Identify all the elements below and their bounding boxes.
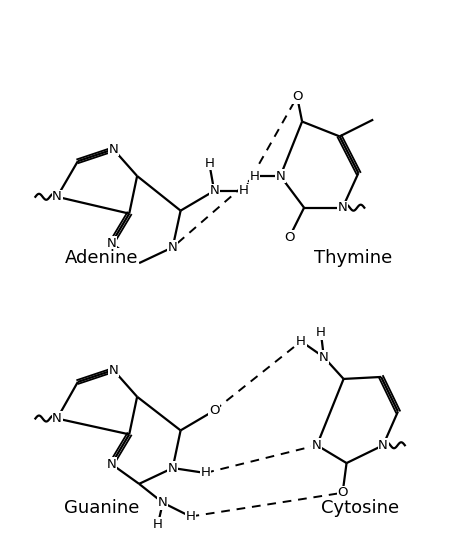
Text: Cytosine: Cytosine <box>322 498 399 517</box>
Text: H: H <box>153 518 163 531</box>
Text: Thymine: Thymine <box>314 249 393 267</box>
Text: H: H <box>250 170 260 182</box>
Text: H: H <box>316 326 326 339</box>
Text: N: N <box>168 462 178 474</box>
Text: Guanine: Guanine <box>64 498 139 517</box>
Text: N: N <box>378 439 388 452</box>
Text: O: O <box>292 91 302 103</box>
Text: N: N <box>168 241 178 254</box>
Text: O: O <box>209 404 219 417</box>
Text: H: H <box>239 184 249 197</box>
Text: H: H <box>200 467 210 479</box>
Text: N: N <box>276 170 285 182</box>
Text: N: N <box>107 457 116 470</box>
Text: N: N <box>158 496 168 509</box>
Text: H: H <box>296 335 306 348</box>
Text: N: N <box>52 191 62 203</box>
Text: N: N <box>209 184 219 197</box>
Text: Adenine: Adenine <box>65 249 138 267</box>
Text: H: H <box>204 156 214 170</box>
Text: O: O <box>284 231 294 244</box>
Text: O: O <box>338 486 348 499</box>
Text: N: N <box>338 201 348 214</box>
Text: H: H <box>185 510 196 523</box>
Text: N: N <box>109 363 118 377</box>
Text: N: N <box>319 351 329 363</box>
Text: N: N <box>312 439 322 452</box>
Text: N: N <box>107 237 116 250</box>
Text: N: N <box>52 412 62 425</box>
Text: N: N <box>109 143 118 156</box>
